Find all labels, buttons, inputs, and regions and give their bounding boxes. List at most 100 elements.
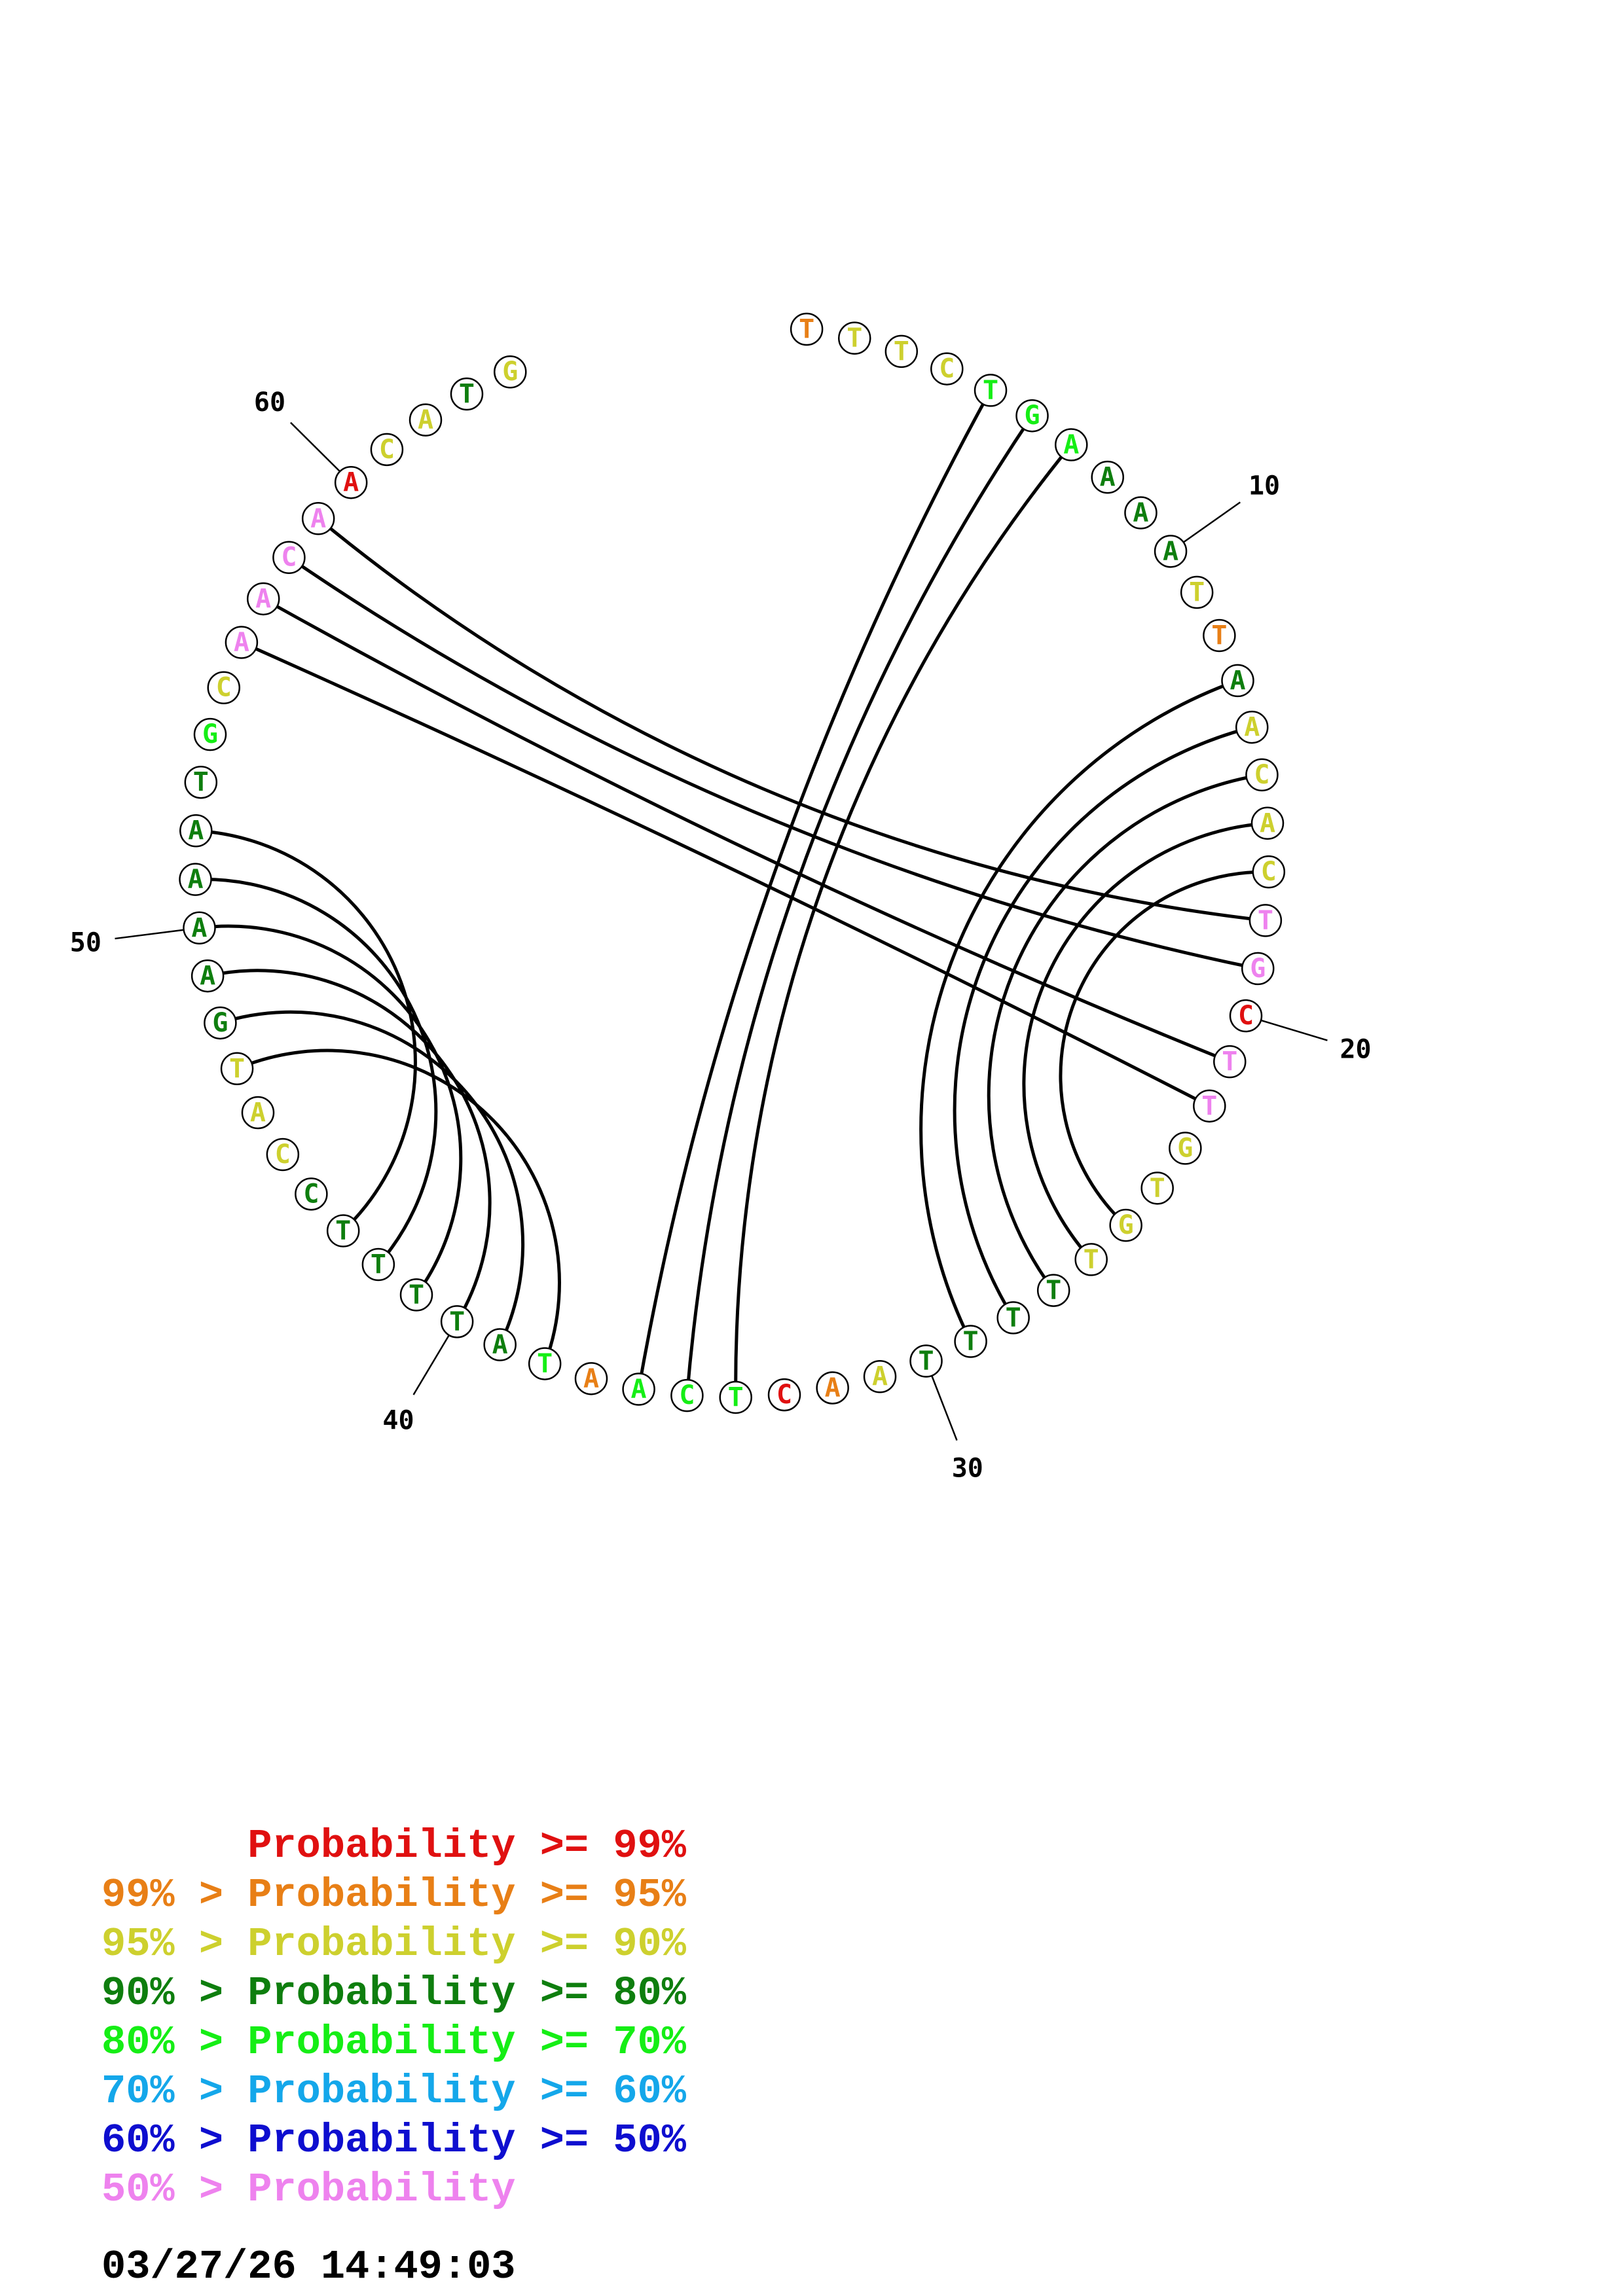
nucleotide: T <box>440 1305 474 1338</box>
nucleotide-circle <box>399 1278 433 1312</box>
nucleotide-circle <box>1109 1208 1142 1242</box>
nucleotide-circle <box>204 1006 237 1040</box>
nucleotide: G <box>204 1006 237 1040</box>
base-pair-arc <box>953 725 1252 1319</box>
nucleotide: A <box>1154 535 1188 568</box>
nucleotide-letter: A <box>234 627 249 657</box>
base-pair-arc <box>317 517 1266 922</box>
nucleotide: T <box>1074 1243 1108 1276</box>
nucleotide-circle <box>790 312 824 346</box>
base-pair-arcs <box>195 389 1269 1398</box>
nucleotide-letter: T <box>371 1249 386 1280</box>
nucleotide-letter: A <box>200 961 215 991</box>
nucleotide-circle <box>225 626 259 659</box>
nucleotide-circle <box>816 1371 849 1405</box>
nucleotide-letter: T <box>193 767 209 797</box>
nucleotide: C <box>1229 999 1263 1033</box>
nucleotide-letter: A <box>825 1372 841 1403</box>
nucleotide-circle <box>207 671 240 704</box>
nucleotide-letter: T <box>1222 1047 1237 1077</box>
nucleotide: C <box>767 1378 801 1412</box>
nucleotide-circle <box>909 1344 943 1378</box>
position-labels: 10 20 30 40 50 60 <box>70 387 1372 1484</box>
nucleotide-letter: T <box>1189 577 1205 607</box>
nucleotide: A <box>179 863 212 896</box>
position-label: 30 <box>952 1454 983 1484</box>
nucleotide: C <box>272 541 306 574</box>
nucleotide-circle <box>528 1347 562 1380</box>
nucleotide: G <box>1169 1132 1202 1165</box>
nucleotide-letter: T <box>728 1382 744 1412</box>
position-tick <box>290 422 341 473</box>
position-label: 50 <box>70 928 101 958</box>
nucleotide: T <box>837 321 871 355</box>
nucleotide-circle <box>1221 664 1254 698</box>
nucleotide-circle <box>1036 1274 1070 1307</box>
nucleotide: T <box>974 374 1008 407</box>
nucleotide-circle <box>863 1359 897 1393</box>
nucleotide-letter: T <box>963 1326 979 1356</box>
nucleotide-circle <box>574 1362 608 1395</box>
position-tick <box>1260 1019 1328 1041</box>
nucleotide-letter: A <box>188 816 204 846</box>
nucleotide: A <box>179 814 213 848</box>
nucleotide-letter: C <box>303 1179 319 1209</box>
nucleotide-circle <box>670 1378 704 1412</box>
nucleotide-letter: A <box>1163 536 1178 566</box>
legend-entry: 99% > Probability >= 95% <box>101 1872 686 1918</box>
nucleotide-circle <box>1193 1089 1226 1123</box>
base-pair-arc <box>207 969 492 1323</box>
nucleotide: T <box>450 377 484 411</box>
nucleotide: A <box>409 403 443 437</box>
nucleotide-letter: C <box>1261 857 1277 887</box>
nucleotide: A <box>246 582 280 616</box>
position-tick <box>931 1375 958 1441</box>
position-label: 40 <box>382 1406 414 1436</box>
nucleotide: C <box>295 1177 328 1211</box>
nucleotide-letter: C <box>1238 1001 1254 1031</box>
nucleotide-circle <box>409 403 443 437</box>
nucleotide-letter: T <box>1211 620 1227 651</box>
base-pair-arc <box>196 829 417 1232</box>
nucleotide-letter: T <box>449 1306 465 1336</box>
nucleotide-circle <box>191 959 225 993</box>
nucleotide-letter: A <box>1244 712 1260 742</box>
nucleotide-circle <box>483 1328 517 1361</box>
nucleotide-letter: A <box>343 467 359 497</box>
nucleotide-circle <box>974 374 1008 407</box>
nucleotide-letter: C <box>776 1380 792 1410</box>
nucleotide-letter: T <box>918 1346 934 1376</box>
timestamp: 03/27/26 14:49:03 <box>101 2244 516 2290</box>
nucleotide-circle <box>622 1372 655 1406</box>
nucleotide-letter: T <box>409 1280 424 1310</box>
base-pair-arc <box>240 641 1211 1108</box>
nucleotide-letter: A <box>1063 430 1079 460</box>
legend-entry: 50% > Probability <box>101 2166 516 2213</box>
position-label: 10 <box>1249 471 1280 501</box>
nucleotide-circle <box>930 352 964 386</box>
nucleotide-letter: G <box>1250 954 1266 984</box>
nucleotide: G <box>494 355 527 389</box>
nucleotide-circle <box>719 1380 752 1414</box>
nucleotide: T <box>184 765 218 799</box>
nucleotide-circle <box>370 433 404 467</box>
nucleotide-circle <box>884 334 919 368</box>
nucleotide: T <box>954 1325 987 1358</box>
nucleotide-circle <box>767 1378 801 1412</box>
base-pair-arc <box>685 414 1034 1396</box>
nucleotide-letter: A <box>310 503 326 533</box>
position-tick <box>115 929 184 940</box>
nucleotide: A <box>241 1096 275 1130</box>
nucleotide-letter: A <box>631 1374 647 1405</box>
nucleotide-letter: T <box>894 336 909 367</box>
nucleotide: T <box>1036 1274 1070 1307</box>
nucleotide-letter: A <box>872 1361 888 1391</box>
nucleotide-letter: A <box>1260 808 1275 838</box>
nucleotide-letter: A <box>583 1363 599 1393</box>
nucleotide-letter: A <box>255 584 271 614</box>
nucleotide-circle <box>241 1096 275 1130</box>
base-pair-arc <box>637 389 993 1390</box>
nucleotide-letter: C <box>281 543 297 573</box>
nucleotide-circle <box>1241 952 1275 986</box>
